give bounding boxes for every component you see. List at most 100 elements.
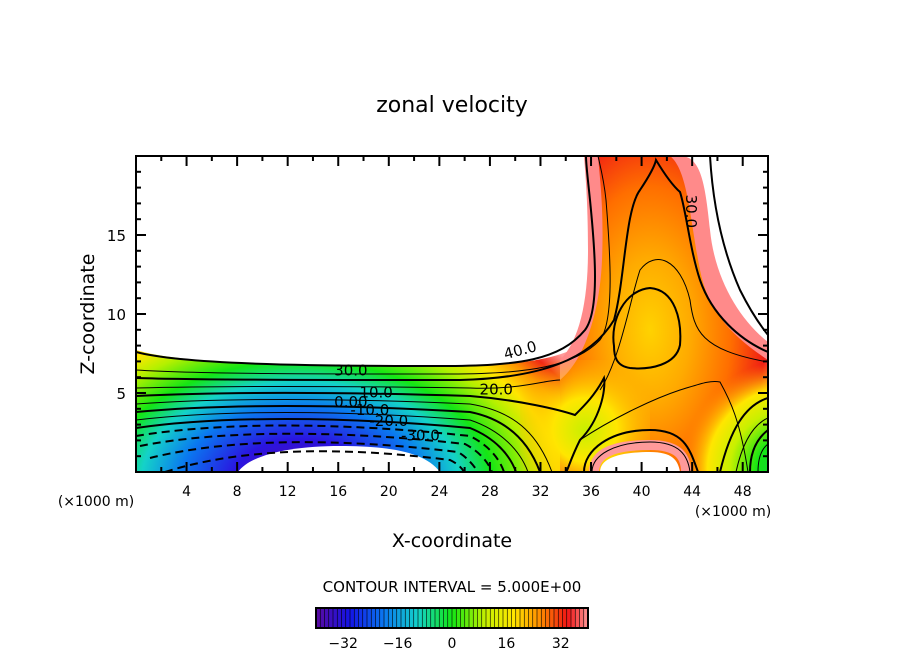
chart-title: zonal velocity [376,93,528,118]
right-lobe-fill [660,360,768,472]
x-tick-label: 20 [380,484,398,500]
contour-label: 20.0 [480,381,513,399]
x-tick-labels: 4 8 12 16 20 24 28 32 36 40 44 48 [182,484,752,500]
contour-line [139,432,493,472]
contour-line [583,428,699,472]
contour-label: -30.0 [401,426,440,444]
colorbar-swatch [524,608,529,628]
contour-line [709,156,768,336]
x-tick-label: 24 [430,484,448,500]
colorbar-swatch [367,608,372,628]
contour-line [591,441,691,472]
colorbar-swatch [388,608,393,628]
y-tick-label: 5 [116,385,126,403]
contour-line [136,379,561,389]
contour-field [136,156,768,472]
contour-label: 30.0 [334,362,367,380]
colorbar-swatch [426,608,431,628]
colorbar-swatch [477,608,482,628]
colorbar-swatch [316,608,321,628]
colorbar-swatch [333,608,338,628]
contour-line [749,429,768,472]
colorbar-tick-label: 16 [497,636,515,652]
x-units-right: (×1000 m) [695,504,771,520]
contour-line [757,443,768,472]
lower-jet-fill [136,250,640,472]
colorbar-tick-label: 0 [448,636,457,652]
colorbar-swatch [469,608,474,628]
colorbar-tick-label: −16 [383,636,413,652]
x-tick-label: 8 [233,484,242,500]
contour-line [612,286,682,370]
colorbar-swatch [439,608,444,628]
colorbar-swatch [481,608,486,628]
contour-line [136,157,768,382]
colorbar-tick-labels: −32 −16 0 16 32 [328,636,569,652]
colorbar-swatch [554,608,559,628]
contour-line [136,156,596,368]
colorbar-swatch [579,608,584,628]
colorbar-swatch [371,608,376,628]
contour-line [599,259,768,391]
colorbar-swatch [435,608,440,628]
colorbar-swatch [452,608,457,628]
colorbar-tick-label: −32 [328,636,358,652]
colorbar-swatch [532,608,537,628]
x-tick-label: 44 [683,484,701,500]
colorbar-swatch [537,608,542,628]
x-axis-label: X-coordinate [392,530,512,552]
contour-line [149,441,479,472]
colorbar-swatch [460,608,465,628]
colorbar-swatch [571,608,576,628]
contour-labels: 30.010.00.00-10.0-20.0-30.020.040.030.0 [334,195,700,445]
colorbar-swatch [362,608,367,628]
colorbar-swatch [422,608,427,628]
colorbar-swatch [583,608,588,628]
colorbar [315,608,588,628]
colorbar-swatch [549,608,554,628]
colorbar-swatch [494,608,499,628]
x-tick-label: 48 [734,484,752,500]
contour-line [164,450,465,472]
colorbar-swatch [324,608,329,628]
colorbar-swatch [396,608,401,628]
contour-label: -10.0 [350,401,389,419]
colorbar-swatch [443,608,448,628]
colorbar-swatch [507,608,512,628]
contour-line [136,399,553,472]
contour-line [136,412,529,472]
colorbar-swatch [456,608,461,628]
contour-label: 10.0 [359,384,392,402]
colorbar-frame [315,607,589,629]
colorbar-tick-label: 32 [552,636,570,652]
colorbar-swatch [447,608,452,628]
contour-label: 30.0 [682,195,700,228]
colorbar-swatch [545,608,550,628]
colorbar-swatch [520,608,525,628]
colorbar-swatch [503,608,508,628]
x-tick-label: 36 [582,484,600,500]
y-tick-label: 10 [107,306,126,324]
colorbar-swatch [384,608,389,628]
contour-label: 0.00 [334,393,367,411]
contour-label: -20.0 [369,412,408,430]
colorbar-swatch [320,608,325,628]
colorbar-swatch [498,608,503,628]
contour-line [579,381,749,472]
y-tick-labels: 5 10 15 [107,227,126,403]
colorbar-swatch [409,608,414,628]
x-tick-label: 32 [532,484,550,500]
y-axis-label: Z-coordinate [77,254,99,375]
colorbar-swatch [405,608,410,628]
colorbar-swatch [490,608,495,628]
axis-ticks [136,156,768,472]
x-tick-label: 16 [329,484,347,500]
colorbar-swatch [413,608,418,628]
x-tick-label: 28 [481,484,499,500]
colorbar-swatch [430,608,435,628]
lower-right-white-region [600,452,680,472]
x-tick-label: 4 [182,484,191,500]
colorbar-swatch [473,608,478,628]
colorbar-swatch [464,608,469,628]
